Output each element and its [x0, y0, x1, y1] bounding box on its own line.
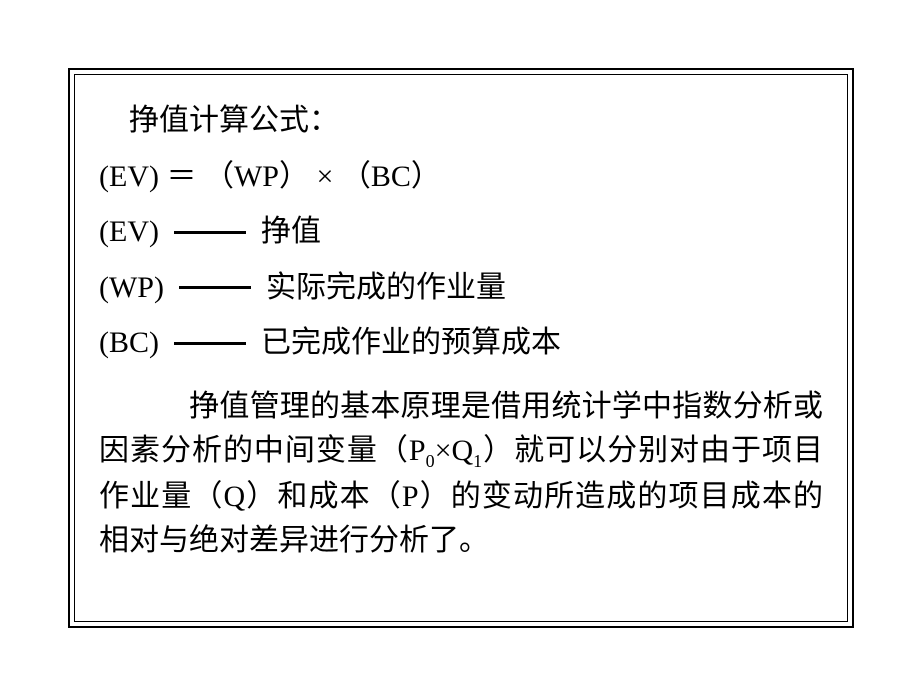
dash-icon: [179, 286, 251, 289]
formula-title: 挣值计算公式：: [99, 93, 823, 149]
dash-icon: [174, 231, 246, 234]
def-desc: 已完成作业的预算成本: [261, 326, 561, 359]
slide-inner-frame: 挣值计算公式： (EV) ＝ （WP） × （BC） (EV) 挣值 (WP) …: [74, 74, 848, 622]
subscript-q1: 1: [473, 451, 482, 471]
definition-bc: (BC) 已完成作业的预算成本: [99, 315, 823, 371]
paragraph-mid: ×Q: [435, 434, 474, 467]
def-sym: (EV): [99, 215, 159, 248]
dash-icon: [174, 342, 246, 345]
formula-expression: (EV) ＝ （WP） × （BC）: [99, 149, 823, 205]
def-desc: 挣值: [261, 215, 321, 248]
definition-wp: (WP) 实际完成的作业量: [99, 260, 823, 316]
explanation-paragraph: 挣值管理的基本原理是借用统计学中指数分析或因素分析的中间变量（P0×Q1）就可以…: [99, 385, 823, 564]
def-sym: (WP): [99, 271, 164, 304]
def-desc: 实际完成的作业量: [266, 271, 506, 304]
slide-outer-frame: 挣值计算公式： (EV) ＝ （WP） × （BC） (EV) 挣值 (WP) …: [68, 68, 854, 628]
definition-ev: (EV) 挣值: [99, 204, 823, 260]
def-sym: (BC): [99, 326, 159, 359]
subscript-p0: 0: [426, 451, 435, 471]
